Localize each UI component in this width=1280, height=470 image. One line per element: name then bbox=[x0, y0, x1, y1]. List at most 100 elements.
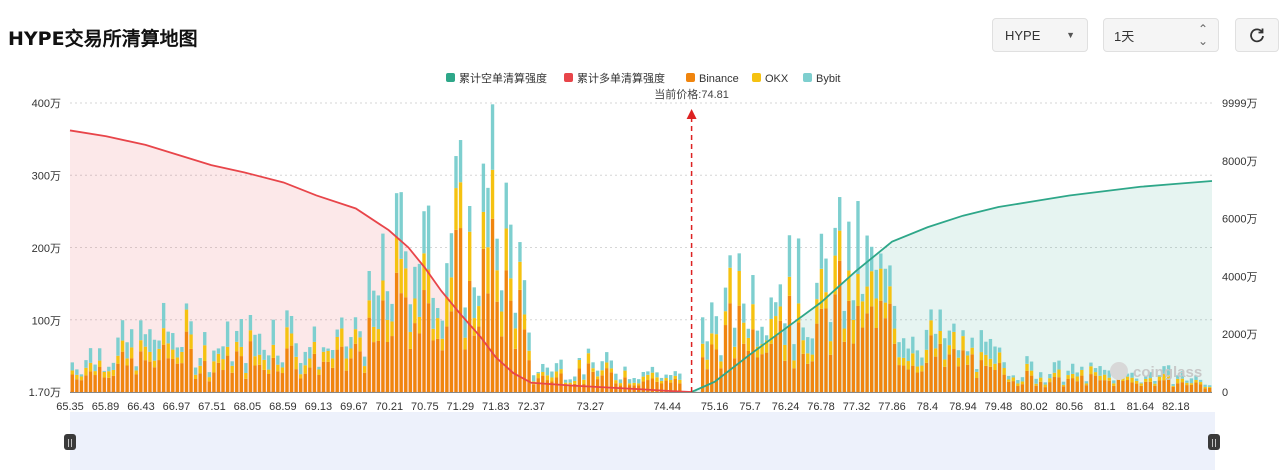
bar-bybit bbox=[997, 347, 1002, 353]
bar-binance bbox=[499, 336, 504, 392]
x-tick-label: 74.44 bbox=[654, 401, 682, 412]
bar-bybit bbox=[605, 352, 609, 363]
bar-okx bbox=[235, 341, 239, 352]
bar-okx bbox=[116, 355, 120, 364]
coin-select[interactable]: HYPE ▼ bbox=[992, 18, 1088, 52]
x-tick-label: 70.21 bbox=[376, 401, 404, 412]
bar-okx bbox=[107, 371, 111, 378]
bar-okx bbox=[504, 228, 508, 271]
bar-binance bbox=[1057, 377, 1061, 392]
bar-bybit bbox=[436, 307, 440, 319]
bar-okx bbox=[1066, 375, 1070, 379]
bar-bybit bbox=[577, 357, 582, 360]
slider-right-handle[interactable]: || bbox=[1208, 434, 1220, 450]
bar-binance bbox=[924, 362, 929, 392]
bar-binance bbox=[536, 378, 540, 392]
bar-bybit bbox=[84, 360, 88, 368]
bar-binance bbox=[952, 349, 956, 392]
bar-okx bbox=[372, 326, 376, 343]
bar-bybit bbox=[582, 374, 586, 380]
bar-bybit bbox=[440, 320, 444, 339]
bar-bybit bbox=[897, 342, 901, 358]
bar-bybit bbox=[1134, 378, 1139, 381]
bar-okx bbox=[1125, 376, 1130, 381]
bar-bybit bbox=[499, 290, 504, 312]
bar-okx bbox=[1029, 370, 1034, 376]
bar-binance bbox=[1157, 380, 1162, 392]
bar-okx bbox=[545, 375, 550, 381]
bar-okx bbox=[710, 333, 714, 345]
x-tick-label: 75.16 bbox=[701, 401, 729, 412]
bar-binance bbox=[769, 343, 773, 392]
bar-okx bbox=[294, 356, 298, 370]
timeframe-select[interactable]: 1天 ⌃ ⌄ bbox=[1103, 18, 1219, 52]
bar-okx bbox=[422, 253, 426, 291]
bar-okx bbox=[70, 370, 74, 375]
bar-bybit bbox=[947, 330, 952, 346]
bar-binance bbox=[1002, 374, 1006, 392]
bar-bybit bbox=[285, 310, 289, 328]
bar-binance bbox=[212, 372, 216, 392]
bar-bybit bbox=[819, 233, 824, 269]
bar-okx bbox=[1070, 373, 1075, 379]
refresh-button[interactable] bbox=[1235, 18, 1279, 52]
bar-okx bbox=[257, 354, 262, 365]
bar-okx bbox=[755, 346, 760, 358]
bar-bybit bbox=[1203, 384, 1207, 387]
bar-bybit bbox=[728, 255, 732, 268]
bar-okx bbox=[728, 267, 732, 304]
slider-left-handle[interactable]: || bbox=[64, 434, 76, 450]
bar-binance bbox=[591, 371, 595, 392]
bar-binance bbox=[280, 373, 285, 392]
bar-bybit bbox=[353, 317, 358, 330]
bar-okx bbox=[152, 360, 157, 368]
bar-bybit bbox=[1025, 356, 1029, 364]
bar-bybit bbox=[308, 347, 312, 359]
bar-binance bbox=[975, 378, 979, 392]
bar-bybit bbox=[1084, 381, 1089, 384]
bar-bybit bbox=[513, 312, 518, 329]
legend-label: Binance bbox=[699, 73, 739, 85]
bar-bybit bbox=[929, 309, 933, 321]
bar-okx bbox=[376, 329, 381, 341]
bar-bybit bbox=[806, 337, 810, 354]
bar-bybit bbox=[490, 104, 495, 170]
x-tick-label: 68.05 bbox=[234, 401, 262, 412]
bar-bybit bbox=[280, 362, 285, 368]
bar-okx bbox=[308, 358, 312, 368]
bar-binance bbox=[586, 363, 591, 392]
bar-binance bbox=[1102, 380, 1107, 392]
bar-binance bbox=[125, 365, 129, 392]
bar-okx bbox=[1157, 376, 1162, 381]
bar-okx bbox=[1093, 372, 1098, 376]
bar-okx bbox=[349, 348, 353, 359]
zoom-slider[interactable] bbox=[70, 412, 1215, 470]
bar-binance bbox=[102, 377, 106, 392]
bar-binance bbox=[203, 361, 207, 392]
bar-okx bbox=[1011, 377, 1015, 382]
bar-okx bbox=[330, 358, 335, 368]
bar-okx bbox=[961, 336, 965, 351]
x-tick-label: 68.59 bbox=[269, 401, 297, 412]
bar-okx bbox=[75, 374, 79, 380]
bar-okx bbox=[678, 379, 682, 384]
bar-binance bbox=[1089, 374, 1093, 392]
bar-bybit bbox=[1171, 384, 1175, 386]
bar-bybit bbox=[221, 346, 225, 360]
bar-okx bbox=[824, 292, 828, 309]
bar-bybit bbox=[719, 355, 723, 362]
bar-binance bbox=[509, 300, 513, 392]
bar-bybit bbox=[125, 342, 129, 359]
bar-binance bbox=[299, 378, 303, 392]
bar-okx bbox=[801, 340, 805, 354]
bar-bybit bbox=[230, 361, 234, 366]
bar-okx bbox=[746, 337, 751, 351]
bar-okx bbox=[659, 380, 664, 384]
bar-okx bbox=[778, 306, 783, 321]
bar-binance bbox=[129, 358, 134, 392]
bar-okx bbox=[627, 383, 632, 386]
bar-okx bbox=[1098, 375, 1102, 381]
bar-okx bbox=[98, 360, 102, 367]
bar-binance bbox=[993, 369, 997, 392]
bar-bybit bbox=[1066, 370, 1070, 376]
